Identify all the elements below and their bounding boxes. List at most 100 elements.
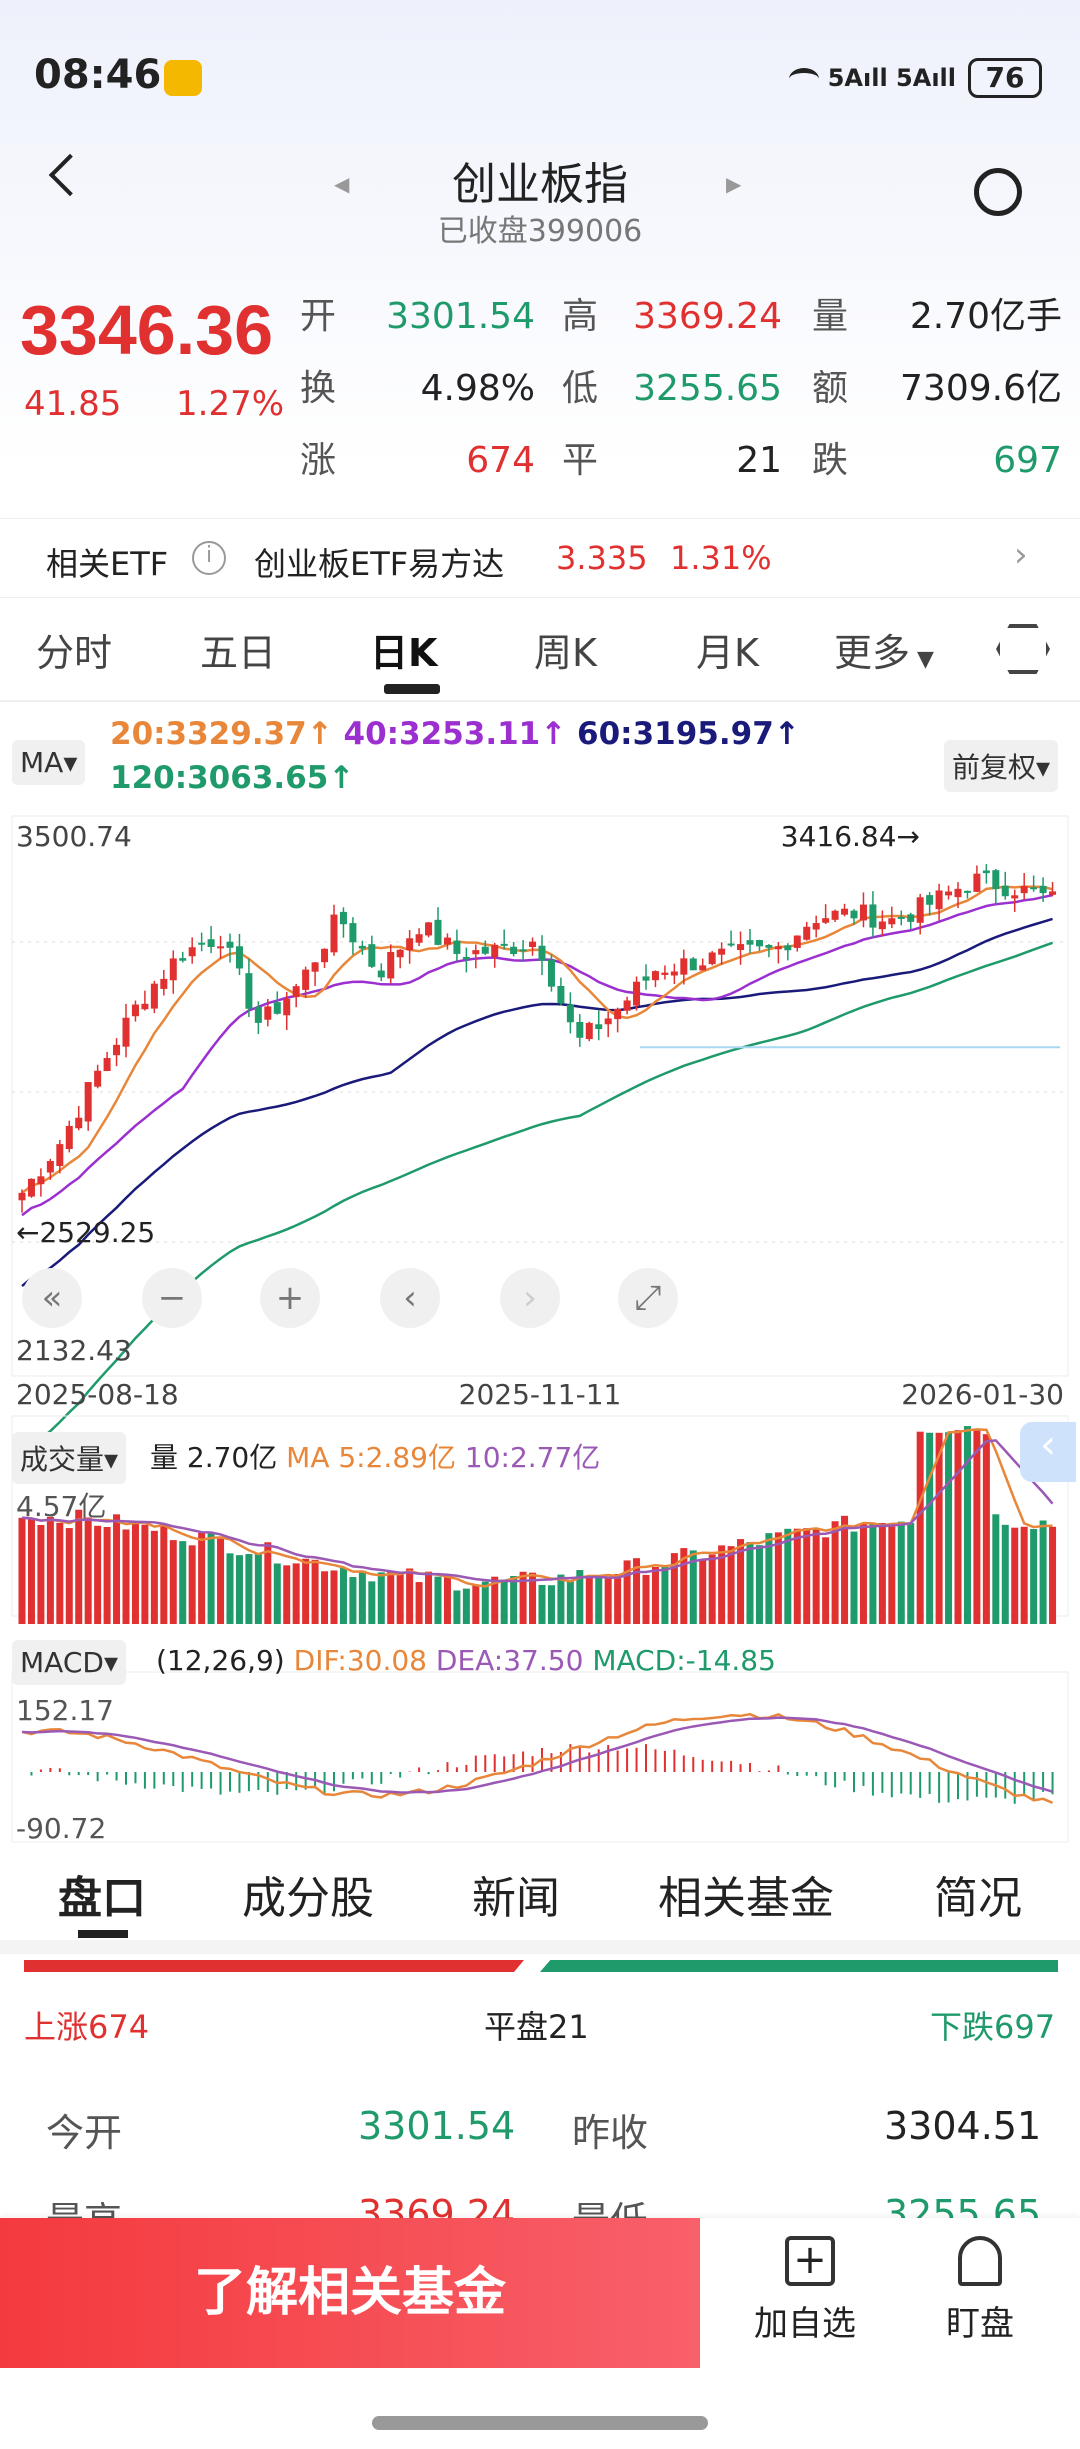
volume-bar [859, 1523, 867, 1624]
network-1-label: 5A [827, 64, 863, 92]
tab-daily[interactable]: 日K [370, 631, 438, 675]
volume-bar [557, 1574, 565, 1624]
volume-bar [850, 1531, 858, 1624]
quote-field-value: 3255.65 [633, 368, 782, 409]
candle [443, 937, 451, 945]
volume-bar [321, 1571, 329, 1624]
tab-weekly[interactable]: 周K [534, 631, 597, 675]
related-funds-button[interactable]: 了解相关基金 [0, 2218, 700, 2368]
volume-legend: 量 2.70亿 MA 5:2.89亿 10:2.77亿 [150, 1441, 601, 1474]
tab-5day[interactable]: 五日 [200, 631, 277, 675]
quote-field-value: 7309.6亿 [900, 368, 1062, 409]
etf-row[interactable]: 相关ETF i 创业板ETF易方达 3.335 1.31% › [0, 518, 1080, 598]
volume-selector[interactable]: 成交量▾ [12, 1432, 127, 1484]
volume-bar [519, 1571, 527, 1624]
ma40-line [21, 893, 1053, 1217]
candle [500, 943, 508, 946]
volume-bar [339, 1567, 347, 1624]
candle [547, 959, 555, 987]
candle [396, 949, 404, 958]
quote-field-label: 高 [562, 296, 599, 337]
candle [888, 918, 896, 925]
volume-bar [888, 1526, 896, 1624]
volume-bar [283, 1565, 291, 1624]
volume-bar [1039, 1520, 1047, 1624]
candle [576, 1021, 584, 1038]
volume-bar [566, 1580, 574, 1624]
candle [254, 1007, 262, 1023]
page-title: 创业板指 [452, 159, 628, 210]
low-marker: ←2529.25 [16, 1216, 155, 1249]
volume-bar [56, 1522, 64, 1624]
candle [283, 998, 291, 1016]
candle [670, 971, 678, 976]
candle [434, 919, 442, 945]
volume-bar [878, 1522, 886, 1624]
candle [689, 958, 697, 971]
candle [1020, 885, 1028, 894]
etf-price: 3.335 [556, 539, 648, 577]
collapse-panel-icon[interactable]: ‹ [1020, 1422, 1076, 1482]
candle [1039, 885, 1047, 894]
dif-line [21, 1712, 1054, 1804]
scroll-left-icon: ‹ [403, 1278, 417, 1318]
candle [595, 1024, 603, 1029]
candle [963, 890, 971, 893]
volume-bar [160, 1523, 168, 1624]
search-icon[interactable] [974, 168, 1022, 216]
volume-bar [992, 1514, 1000, 1624]
candle [217, 946, 225, 949]
settings-icon[interactable] [996, 624, 1050, 674]
volume-bar [434, 1576, 442, 1624]
ma60-line [21, 917, 1053, 1287]
tab-related-funds[interactable]: 相关基金 [658, 1873, 834, 1924]
volume-bar [689, 1550, 697, 1624]
tab-news[interactable]: 新闻 [472, 1873, 560, 1924]
watch-button[interactable]: 盯盘 [930, 2236, 1030, 2345]
next-index-icon[interactable]: ▶ [726, 172, 742, 196]
volume-bar [680, 1548, 688, 1624]
tab-constituents[interactable]: 成分股 [242, 1873, 374, 1924]
candle [273, 1002, 281, 1014]
home-indicator[interactable] [372, 2416, 708, 2430]
quote-field-value: 3369.24 [633, 296, 782, 337]
volume-bar [84, 1517, 92, 1624]
volume-bar [358, 1570, 366, 1624]
quote-field-label: 涨 [300, 440, 337, 481]
etf-pct: 1.31% [670, 539, 772, 577]
candle [245, 973, 253, 1009]
candle [198, 942, 206, 945]
candle [472, 950, 480, 955]
ma-selector[interactable]: MA▾ [12, 740, 86, 785]
volume-bar [585, 1577, 593, 1624]
prev-index-icon[interactable]: ◀ [334, 172, 350, 196]
quote-field-value: 674 [466, 440, 535, 481]
macd-selector[interactable]: MACD▾ [12, 1640, 126, 1685]
tab-fenshi[interactable]: 分时 [36, 631, 113, 675]
candle [859, 904, 867, 921]
volume-bar [37, 1524, 45, 1624]
candle [131, 1004, 139, 1017]
tab-monthly[interactable]: 月K [696, 631, 759, 675]
info-icon[interactable]: i [192, 541, 226, 575]
tab-more[interactable]: 更多 ▼ [834, 631, 934, 675]
volume-bar [869, 1522, 877, 1624]
add-watchlist-button[interactable]: + 加自选 [754, 2236, 860, 2345]
volume-bar [1001, 1524, 1009, 1624]
volume-bar [803, 1528, 811, 1624]
tab-pankou[interactable]: 盘口 [58, 1873, 146, 1924]
candle [642, 976, 650, 981]
candle [727, 943, 735, 946]
candle [841, 908, 849, 915]
tab-profile[interactable]: 简况 [934, 1873, 1022, 1924]
divider [0, 700, 1080, 702]
adjust-selector[interactable]: 前复权▾ [944, 740, 1059, 792]
volume-bar [510, 1576, 518, 1624]
candle [585, 1022, 593, 1040]
kline-chart[interactable]: 3500.74 2132.43 3416.84→ ←2529.25 2025-08-18… [0, 812, 1080, 1852]
volume-bar [897, 1521, 905, 1624]
quote-field-label: 开 [300, 296, 337, 337]
volume-bar [264, 1542, 272, 1624]
candle [264, 1006, 272, 1020]
volume-bar [349, 1577, 357, 1624]
